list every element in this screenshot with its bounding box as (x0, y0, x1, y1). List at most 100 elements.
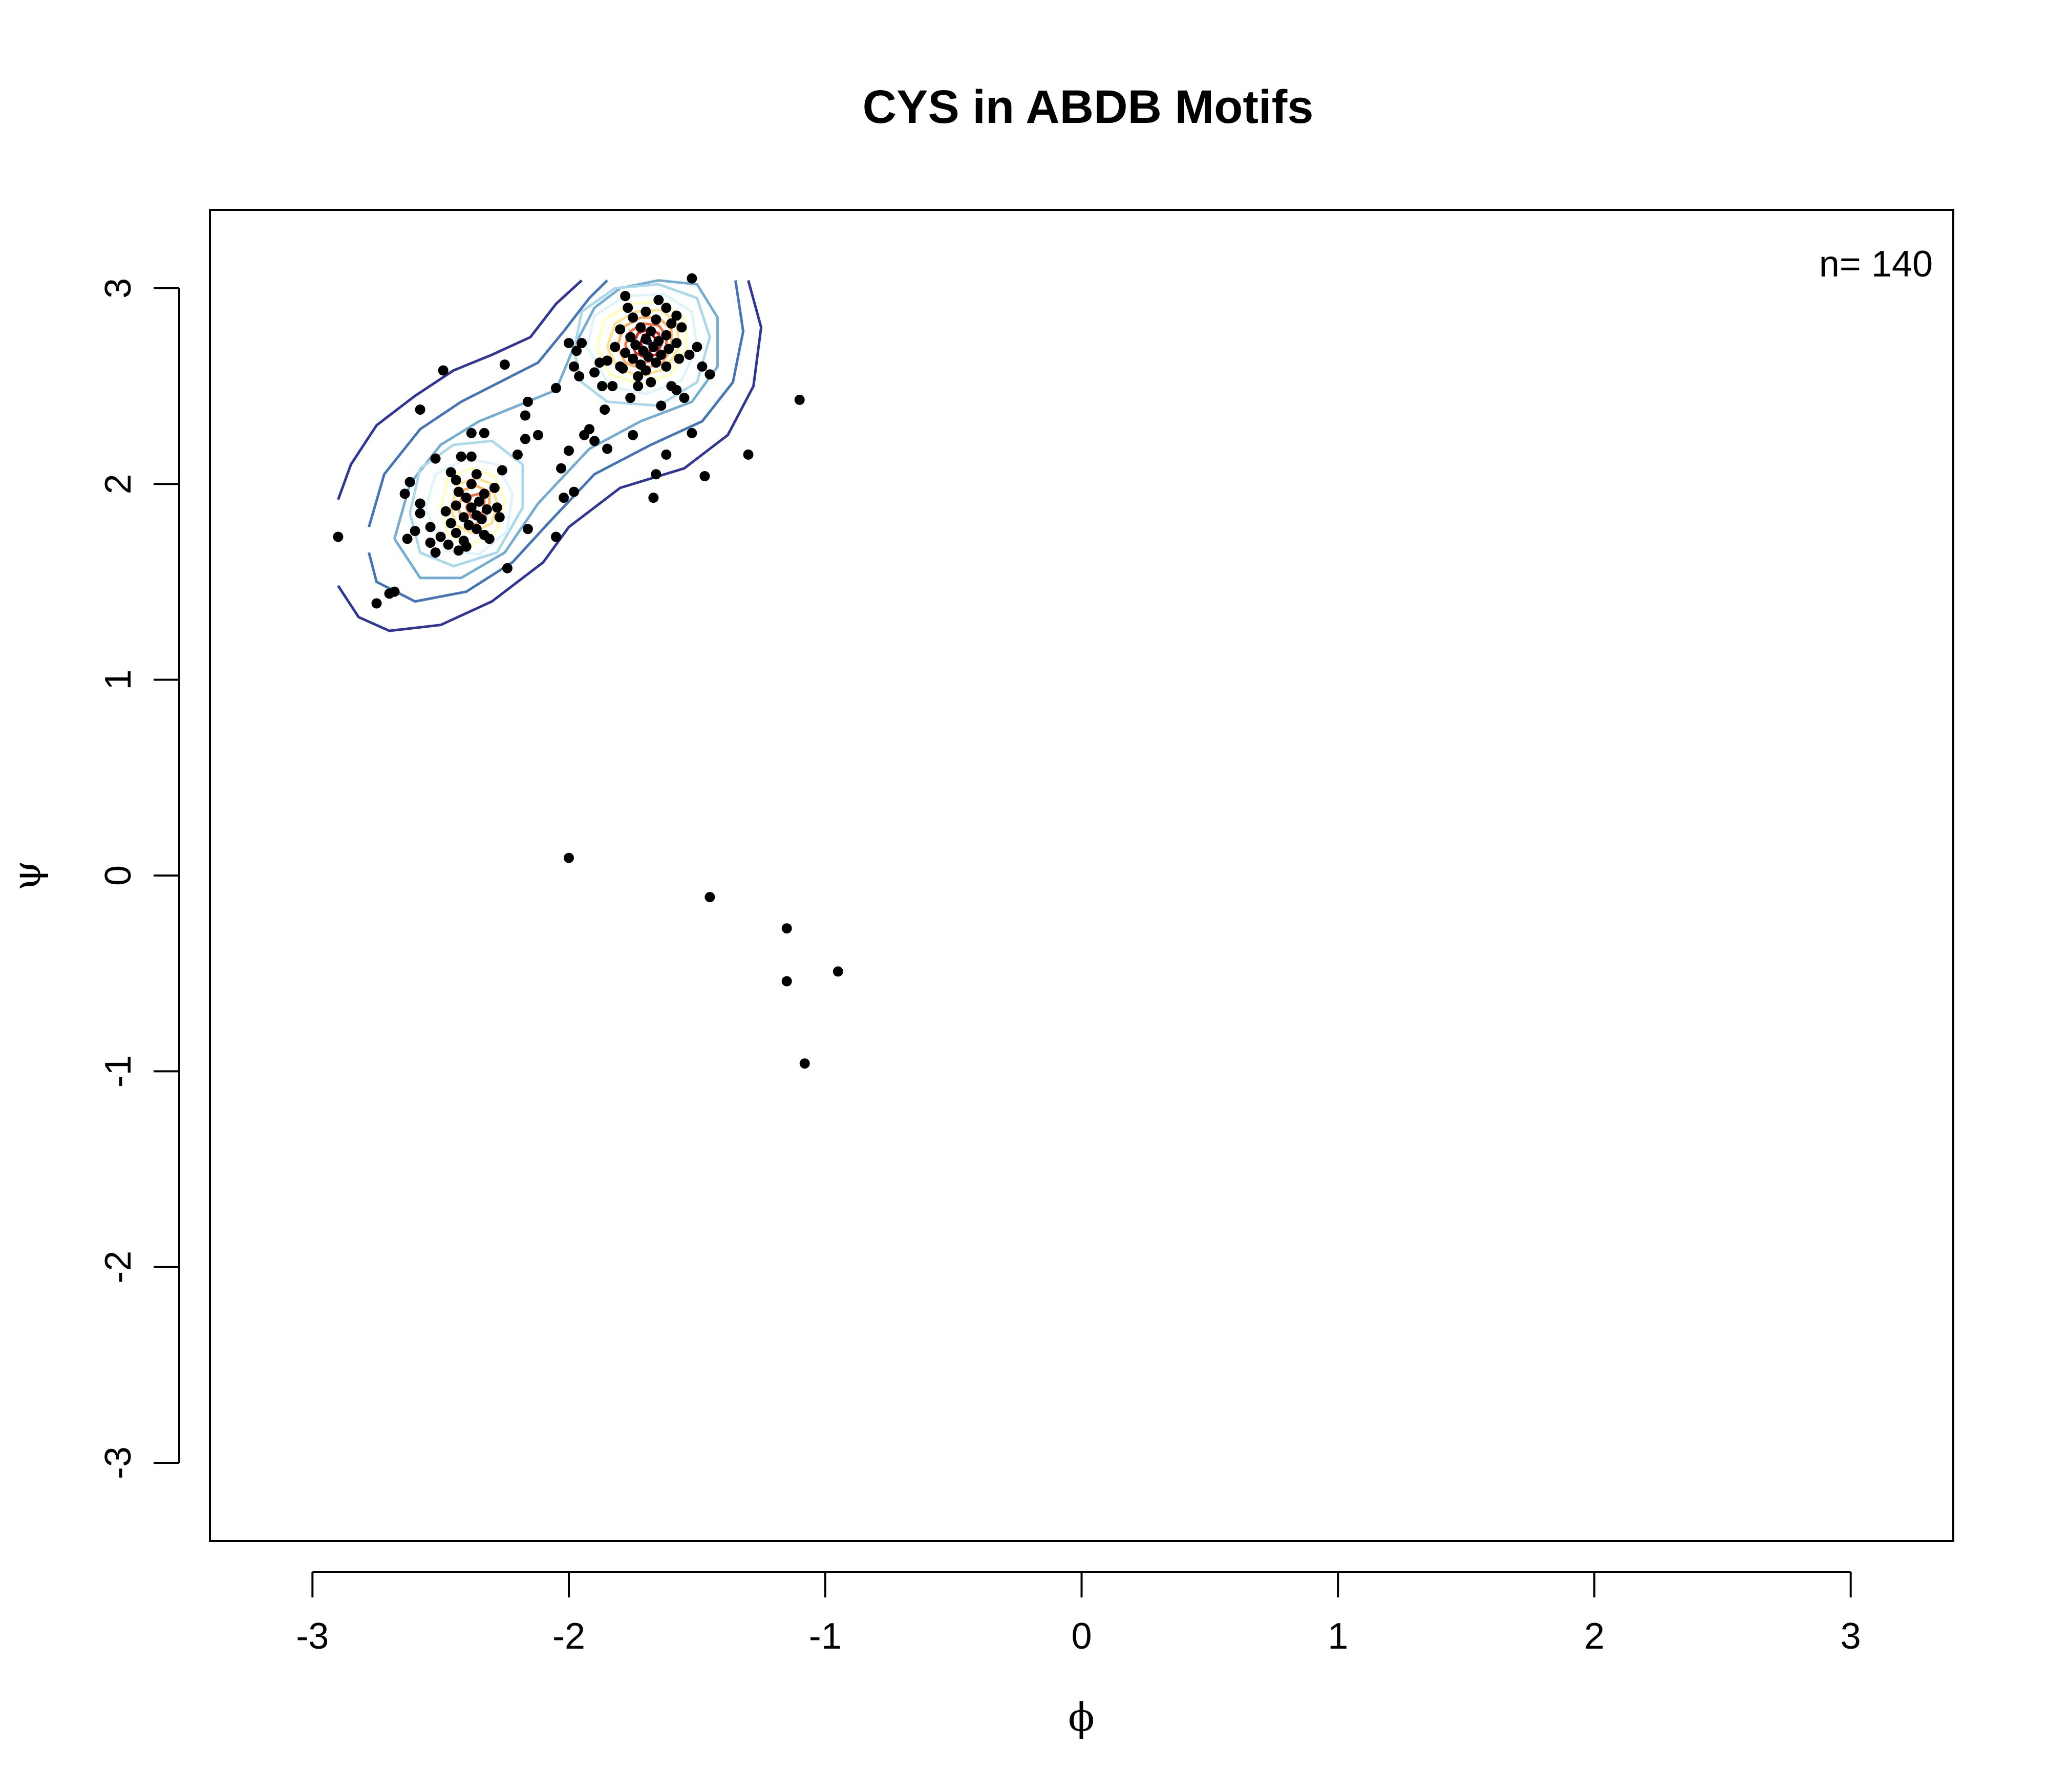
density-contour-level-4 (572, 283, 712, 407)
data-point (425, 538, 436, 548)
data-point (651, 357, 662, 368)
density-contours (337, 279, 763, 632)
data-point (451, 527, 461, 538)
x-tick-label: 1 (1328, 1616, 1348, 1657)
n-count-annotation: n= 140 (1819, 244, 1933, 285)
density-contour-level-1 (337, 280, 763, 632)
data-point (415, 404, 425, 415)
data-point (458, 512, 469, 523)
data-point (674, 353, 685, 364)
data-point (602, 355, 613, 366)
data-point (625, 332, 636, 343)
data-point (794, 394, 805, 405)
data-point (463, 520, 474, 530)
data-point (656, 400, 667, 411)
y-tick-label: 1 (98, 670, 139, 690)
data-point (410, 526, 420, 537)
chart-title: CYS in ABDB Motifs (863, 81, 1314, 133)
data-point (648, 493, 659, 503)
data-point (402, 534, 413, 544)
data-point (440, 506, 451, 517)
density-contour-level-1 (337, 279, 583, 500)
data-point (569, 361, 579, 372)
data-point (594, 357, 605, 368)
data-point (625, 393, 636, 403)
data-point (651, 314, 662, 325)
data-point (466, 428, 477, 438)
data-point (556, 463, 566, 474)
data-point (333, 531, 344, 542)
data-point (646, 377, 656, 388)
data-point (522, 396, 533, 407)
data-point (641, 306, 651, 317)
data-point (430, 453, 441, 464)
y-tick-label: -3 (98, 1446, 139, 1479)
data-point (481, 504, 492, 515)
y-tick-label: 2 (98, 474, 139, 494)
data-point (620, 348, 631, 358)
data-point (648, 342, 659, 352)
data-point (602, 443, 613, 454)
data-point (661, 449, 672, 460)
data-point (371, 598, 382, 609)
data-point (512, 449, 523, 460)
data-point (692, 342, 702, 352)
density-contour-level-3 (393, 279, 719, 580)
density-contour-level-2 (368, 280, 745, 603)
y-axis: -3 -2 -1 0 1 2 3 (98, 278, 180, 1479)
data-point (620, 291, 631, 302)
data-point (438, 365, 449, 376)
x-tick-label: 0 (1071, 1616, 1092, 1657)
data-point (610, 342, 621, 352)
data-point (520, 410, 530, 421)
data-point (651, 469, 662, 480)
density-contour-level-2 (368, 279, 608, 528)
density-contour-level-7 (606, 308, 680, 378)
y-tick-label: -1 (98, 1055, 139, 1087)
data-point (484, 534, 495, 544)
data-point (643, 351, 654, 362)
data-point (492, 502, 502, 513)
data-point (443, 539, 454, 550)
data-point (641, 365, 651, 376)
data-point (497, 465, 507, 476)
x-tick-label: -1 (809, 1616, 842, 1657)
data-point (687, 428, 697, 438)
data-point (615, 361, 626, 372)
data-point (471, 469, 482, 480)
data-point (633, 381, 644, 392)
y-tick-label: 3 (98, 278, 139, 298)
data-point (687, 273, 697, 284)
data-point (466, 479, 477, 489)
data-point (474, 496, 484, 507)
x-tick-label: 2 (1584, 1616, 1605, 1657)
density-contour-level-6 (595, 301, 688, 386)
density-contour-level-6 (439, 467, 506, 546)
data-point (415, 508, 425, 519)
data-point (559, 493, 569, 503)
data-point (671, 338, 682, 348)
data-point (623, 303, 633, 313)
data-point (571, 346, 582, 356)
data-point (589, 436, 600, 446)
data-point (684, 349, 695, 360)
data-point (799, 1058, 810, 1069)
data-point (456, 451, 466, 462)
data-point (564, 338, 574, 348)
data-point (520, 434, 530, 444)
data-point (430, 547, 441, 558)
data-point (445, 467, 456, 478)
data-point (399, 488, 410, 499)
data-point (453, 486, 464, 497)
data-point (579, 430, 590, 440)
data-point (453, 545, 464, 556)
data-point (522, 524, 533, 535)
data-point (628, 353, 638, 364)
data-point (666, 318, 677, 329)
data-point (679, 393, 690, 403)
data-point (628, 430, 638, 440)
data-point (577, 338, 587, 348)
plot-frame (209, 209, 1954, 1542)
x-tick-label: -3 (296, 1616, 329, 1657)
